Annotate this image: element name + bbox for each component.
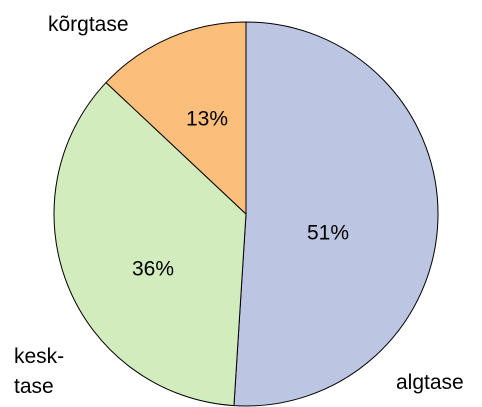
- value-label: 51%: [307, 222, 349, 245]
- value-label: 36%: [132, 258, 174, 281]
- category-label: algtase: [396, 371, 464, 394]
- pie-slice: [105, 21, 247, 216]
- value-label: 13%: [186, 108, 228, 131]
- pie-slice: [53, 81, 247, 407]
- pie-slice: [233, 21, 439, 407]
- category-label: kõrgtase: [48, 13, 129, 36]
- category-label: kesk- tase: [14, 345, 65, 398]
